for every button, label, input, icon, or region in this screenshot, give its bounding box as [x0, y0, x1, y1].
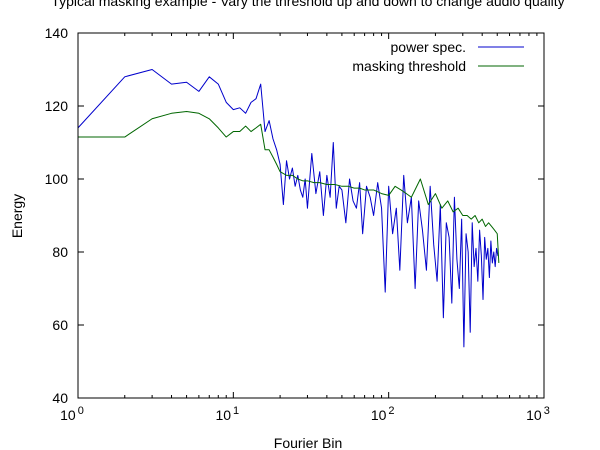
masking-threshold-line — [78, 110, 500, 263]
legend-label: masking threshold — [352, 58, 466, 74]
x-tick-label: 10 2 — [371, 405, 395, 423]
x-tick-label: 10 0 — [60, 405, 84, 423]
y-tick-label: 40 — [52, 390, 68, 406]
y-tick-label: 80 — [52, 244, 68, 260]
legend: power spec. masking threshold — [352, 39, 524, 74]
chart-title: Typical masking example - Vary the thres… — [51, 0, 564, 9]
y-axis-label: Energy — [9, 194, 25, 238]
y-tick-label: 140 — [45, 25, 69, 41]
x-tick-label: 10 1 — [215, 405, 239, 423]
x-axis-ticks: 10 0 10 1 10 2 10 3 — [60, 33, 550, 423]
x-tick-label: 10 3 — [526, 405, 550, 423]
y-tick-label: 60 — [52, 317, 68, 333]
plot-frame — [77, 32, 545, 399]
power-spec-line — [77, 69, 499, 348]
legend-label: power spec. — [391, 39, 466, 55]
y-axis-ticks: 40 60 80 100 120 140 — [45, 25, 544, 406]
y-tick-label: 120 — [45, 98, 69, 114]
series-layer — [77, 69, 500, 348]
x-axis-label: Fourier Bin — [274, 435, 342, 450]
y-tick-label: 100 — [45, 171, 69, 187]
